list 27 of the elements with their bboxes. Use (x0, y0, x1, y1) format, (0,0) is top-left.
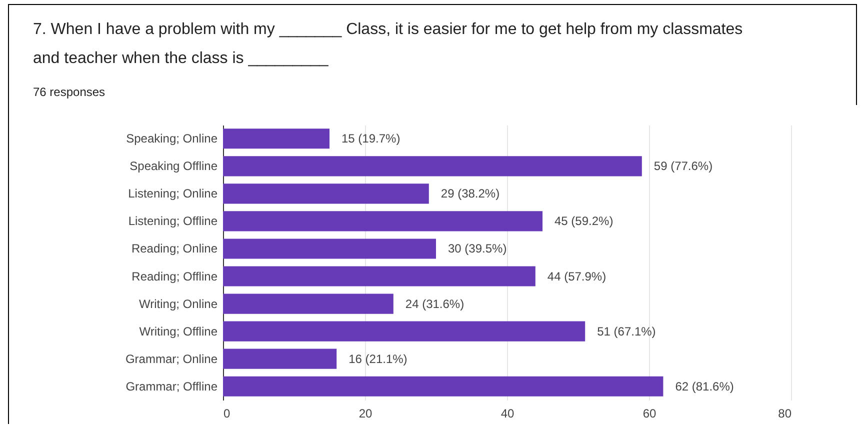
y-tick-label: Reading; Online (131, 242, 218, 256)
y-tick-label: Listening; Offline (128, 214, 218, 228)
x-tick-label: 40 (500, 406, 514, 420)
y-tick-label: Grammar; Online (125, 352, 218, 366)
y-tick-label: Reading; Offline (132, 269, 218, 284)
data-label: 15 (19.7%) (342, 132, 400, 146)
y-tick-label: Speaking Offline (130, 159, 218, 174)
data-label: 45 (59.2%) (554, 214, 614, 228)
y-tick-label: Speaking; Online (126, 132, 218, 146)
x-tick-label: 80 (778, 406, 792, 420)
data-label: 59 (77.6%) (654, 159, 713, 174)
text: 76 responses (33, 85, 106, 99)
data-label: 29 (38.2%) (440, 186, 500, 201)
x-tick-label: 20 (358, 406, 372, 420)
data-label: 16 (21.1%) (348, 352, 408, 366)
y-tick-label: Writing; Offline (139, 324, 218, 338)
data-label: 51 (67.1%) (597, 324, 656, 338)
y-tick-label: Listening; Online (128, 186, 218, 201)
y-tick-label: Grammar; Offline (126, 379, 218, 394)
chart-title: 7. When I have a problem with my _______ Class, it is easier for me to get help from my classmates and teacher when the class is _________ (33, 20, 744, 69)
x-tick-label: 60 (642, 406, 656, 420)
data-label: 30 (39.5%) (448, 242, 507, 256)
data-label: 44 (57.9%) (547, 269, 606, 284)
data-label: 24 (31.6%) (405, 296, 464, 311)
y-tick-label: Writing; Online (139, 296, 218, 311)
data-label: 62 (81.6%) (675, 379, 734, 394)
x-tick-label: 0 (224, 406, 230, 420)
